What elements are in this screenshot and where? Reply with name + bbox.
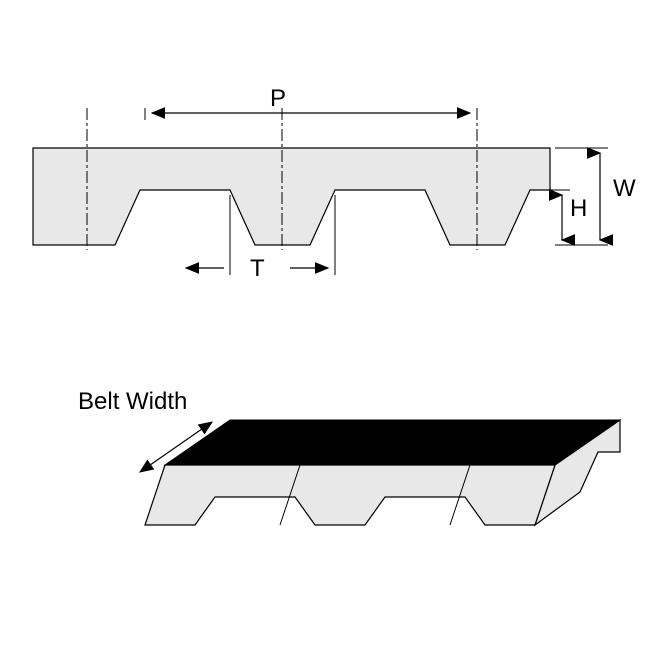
belt-iso-view bbox=[140, 420, 620, 525]
belt-top-surface bbox=[165, 420, 620, 465]
height-label: H bbox=[570, 195, 587, 223]
width-label: W bbox=[613, 175, 636, 203]
belt-front-face bbox=[145, 465, 555, 525]
belt-profile-fill bbox=[33, 148, 550, 245]
profile-2d-view bbox=[33, 108, 608, 275]
tooth-label: T bbox=[250, 255, 265, 283]
pitch-label: P bbox=[270, 85, 286, 113]
belt-width-label: Belt Width bbox=[78, 388, 187, 416]
belt-diagram bbox=[0, 0, 670, 670]
